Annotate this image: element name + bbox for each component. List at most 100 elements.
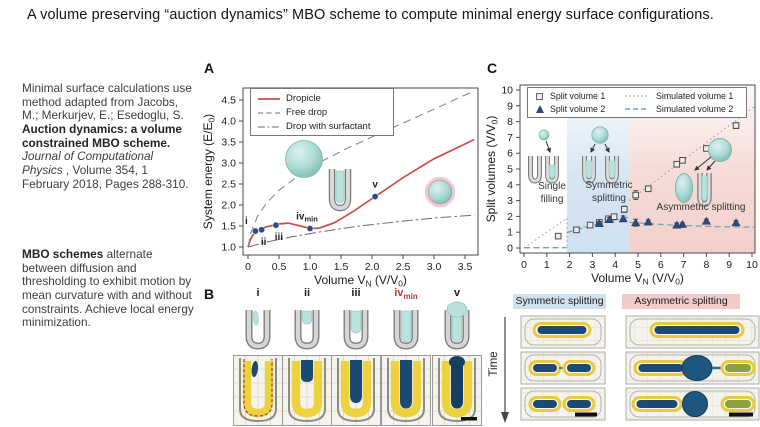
dropicle-cuvette-icon [328, 169, 352, 212]
region-label-symmetric-splitting: Symmetric splitting [585, 180, 633, 204]
svg-text:0: 0 [521, 259, 527, 271]
system-energy-chart: 0 0.5 1.0 1.5 2.0 2.5 3.0 3.5 1.0 1.5 2.0 2.5 3.0 3.5… [201, 87, 479, 289]
symmetric-arrow-right [604, 143, 610, 153]
svg-text:10: 10 [746, 259, 758, 271]
dropicle-line-sample [258, 97, 280, 100]
svg-text:10: 10 [501, 85, 513, 97]
asymmetric-arrow-right [706, 160, 716, 171]
legend-simulated-volume-2: Simulated volume 2 [656, 104, 734, 114]
cuvette-photo-iii [331, 355, 381, 426]
svg-text:i: i [245, 216, 248, 227]
simulated-volume-1-line-sample [625, 95, 649, 97]
svg-text:1: 1 [507, 227, 513, 239]
split-volume-1-marker-sample [536, 92, 543, 100]
symmetric-photo-row-1 [520, 315, 606, 349]
symmetric-splitting-header: Symmetric splitting [513, 294, 606, 309]
panel-a-label: A [204, 60, 215, 76]
cuvette-schematic-v [444, 301, 470, 350]
svg-text:4.0: 4.0 [221, 116, 236, 128]
svg-text:0: 0 [245, 261, 251, 273]
page-title: A volume preserving “auction dynamics” M… [27, 7, 714, 23]
large-droplet-icon [708, 138, 732, 162]
svg-text:1.5: 1.5 [221, 221, 236, 233]
legend-item-free-drop: Free drop [257, 107, 387, 118]
single-filling-cuvettes-icon [528, 156, 559, 184]
svg-text:7: 7 [507, 132, 513, 144]
svg-text:System energy (E/E0): System energy (E/E0) [201, 114, 217, 229]
svg-text:2.0: 2.0 [221, 200, 236, 212]
svg-text:2.5: 2.5 [221, 179, 236, 191]
scale-bar [461, 417, 477, 421]
svg-text:3: 3 [507, 195, 513, 207]
asymmetric-photo-row-1 [625, 315, 760, 349]
reference-normal-2: , Volume 354, 1 February 2018, Pages 288… [22, 163, 189, 191]
svg-text:3.0: 3.0 [221, 158, 236, 170]
svg-text:4: 4 [612, 259, 618, 271]
svg-text:Volume VN (V/V0): Volume VN (V/V0) [591, 271, 684, 287]
svg-text:3: 3 [589, 259, 595, 271]
split-volume-2-marker-sample [535, 105, 544, 113]
symmetric-arrow-left [590, 143, 596, 153]
asymmetric-splitting-header: Asymmetric splitting [622, 294, 740, 309]
splitting-illustrations [528, 126, 732, 207]
svg-text:v: v [372, 180, 378, 191]
b-state-label-iv-min: ivmin [394, 287, 418, 302]
drop-with-surfactant-sphere-icon [424, 176, 456, 208]
svg-text:6: 6 [658, 259, 664, 271]
mbo-bold: MBO schemes [22, 247, 104, 261]
medium-droplet-icon [591, 126, 609, 144]
asymmetric-photo-row-3 [625, 387, 760, 421]
asymmetric-photo-row-2 [625, 351, 760, 385]
small-droplet-icon [538, 129, 550, 141]
cuvette-schematic-ii [294, 310, 320, 350]
cuvette-schematic-iii [343, 310, 369, 350]
svg-text:1.0: 1.0 [221, 242, 236, 254]
legend-split-volume-1: Split volume 1 [550, 91, 606, 101]
time-arrow-icon [501, 317, 509, 423]
asymmetric-arrow-left [694, 156, 712, 171]
svg-text:2: 2 [567, 259, 573, 271]
svg-text:7: 7 [681, 259, 687, 271]
svg-text:5: 5 [507, 164, 513, 176]
svg-text:1.0: 1.0 [303, 261, 318, 273]
surfactant-line-sample [258, 125, 280, 128]
svg-text:4: 4 [507, 179, 513, 191]
single-filling-arrow [545, 140, 551, 153]
reference-journal: Journal of Computational Physics [22, 149, 154, 178]
scale-bar [575, 412, 597, 417]
asymmetric-blob-icon [675, 173, 693, 203]
reference-bold: Auction dynamics: a volume constrained M… [22, 122, 182, 150]
panel-c-label: C [487, 60, 498, 76]
symmetric-photo-row-2 [520, 351, 606, 385]
svg-text:2.0: 2.0 [365, 261, 380, 273]
reference-normal-1: Minimal surface calculations use method … [22, 81, 192, 123]
cuvette-photo-i [233, 355, 283, 426]
svg-text:3.5: 3.5 [458, 261, 473, 273]
splitting-time-series-photos [520, 315, 760, 421]
droplet-illustrations [285, 140, 456, 212]
svg-text:9: 9 [726, 259, 732, 271]
mbo-normal: alternate between diffusion and threshol… [22, 247, 194, 330]
svg-text:8: 8 [507, 116, 513, 128]
svg-text:1.5: 1.5 [334, 261, 349, 273]
svg-text:ivmin: ivmin [296, 212, 318, 224]
scale-bar [729, 412, 753, 417]
legend-item-dropicle: Dropicle [257, 93, 387, 104]
chart-a-legend: Dropicle Free drop Drop with surfactant [250, 88, 394, 136]
svg-text:ii: ii [261, 237, 267, 248]
sidebar-mbo-text: MBO schemes alternate between diffusion … [22, 247, 194, 330]
b-state-label-iii: iii [351, 287, 361, 299]
cuvette-schematic-iv [393, 310, 419, 350]
panel-b-label: B [204, 286, 215, 302]
svg-text:Volume VN (V/V0): Volume VN (V/V0) [314, 273, 407, 289]
region-label-single-filling: Single filling [538, 181, 566, 205]
b-state-label-v: v [453, 287, 461, 299]
svg-text:6: 6 [507, 148, 513, 160]
initial-shape-dashed-outline [243, 359, 273, 417]
cuvette-photo-iv [381, 355, 431, 426]
b-state-label-ii: ii [303, 287, 311, 299]
svg-text:2.5: 2.5 [396, 261, 411, 273]
cuvette-schematic-i [245, 310, 271, 350]
sidebar-reference-text: Minimal surface calculations use method … [22, 81, 194, 191]
